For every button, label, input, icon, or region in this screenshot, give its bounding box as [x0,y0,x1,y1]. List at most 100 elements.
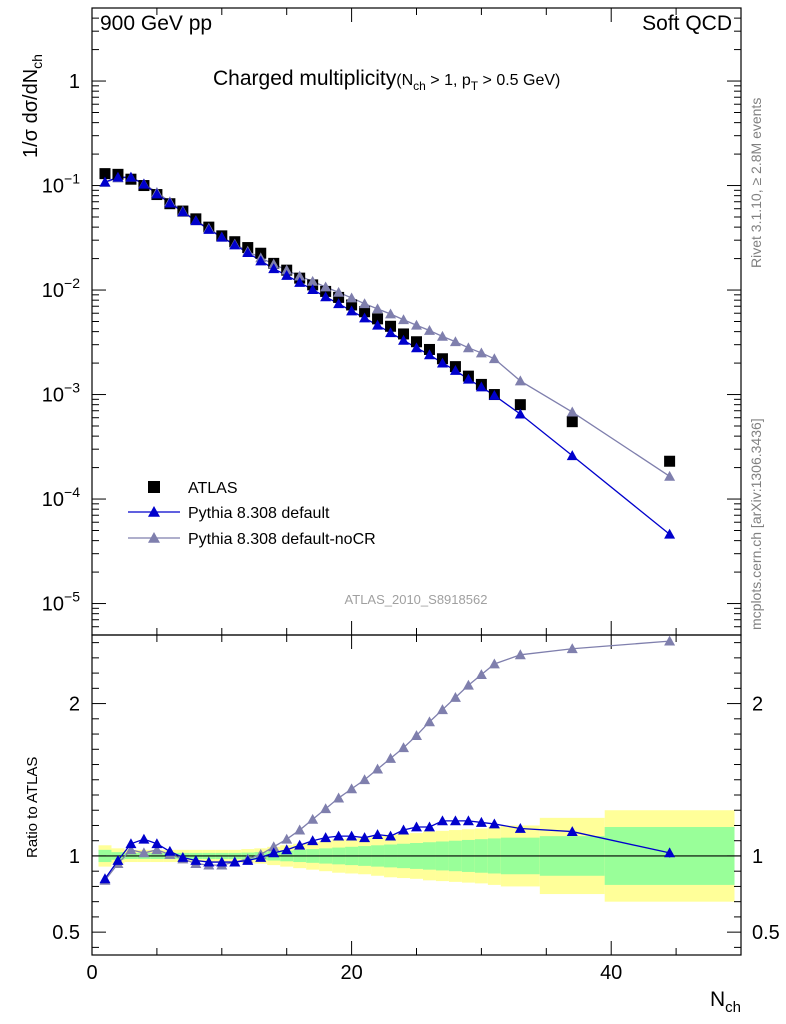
pythia-default-ratio-point [462,815,474,826]
pythia-nocr-ratio-point [281,833,293,844]
pythia-nocr-ratio-point [423,716,435,727]
pythia-default-point [359,312,371,323]
pythia-nocr-ratio-point [664,635,676,646]
y-tick-label-main-base: 1 [69,71,80,93]
y-tick-label-main: 10−3 [42,380,80,407]
pythia-nocr-ratio-point [462,679,474,690]
pythia-nocr-point [462,342,474,353]
y-tick-label-main-exp: −1 [64,171,80,187]
legend-label: ATLAS [188,480,238,497]
pythia-nocr-point [307,275,319,286]
pythia-default-point [99,176,111,187]
y-tick-label-main: 10−5 [42,589,80,616]
pythia-nocr-point [398,314,410,325]
pythia-nocr-point [320,281,332,292]
pythia-default-point [333,298,345,309]
pythia-default-ratio-point [359,832,371,843]
pythia-default-point [320,291,332,302]
atlas-data-point [398,328,410,340]
pythia-default-ratio-point [411,821,422,832]
pythia-default-point [138,178,150,189]
pythia-nocr-point [411,319,422,330]
pythia-nocr-point [333,286,345,297]
pythia-nocr-ratio-point [385,752,397,763]
rivet-version-label: Rivet 3.1.10, ≥ 2.8M events [748,98,764,268]
pythia-default-point [307,284,319,294]
mcplots-reference-label: mcplots.cern.ch [arXiv:1306.3436] [748,418,764,630]
pythia-nocr-point [372,303,384,314]
y-tick-label-ratio-right: 1 [752,846,763,868]
x-tick-label: 0 [86,962,97,984]
x-axis-label: Nch [710,988,741,1016]
series-line-ratio [104,640,670,881]
x-axis-label-main: N [710,988,725,1011]
pythia-nocr-ratio-point [294,824,306,835]
pythia-nocr-point [281,264,293,275]
series-line-main [104,176,671,535]
y-tick-label-main-exp: −4 [64,484,80,500]
atlas-data-point [333,291,345,303]
y-tick-label-ratio: 2 [69,694,80,716]
pythia-nocr-point [514,375,526,386]
pythia-default-ratio-point [320,832,332,843]
pythia-default-point [216,231,228,242]
pythia-default-ratio-point [99,873,111,884]
y-tick-label-ratio: 1 [69,846,80,868]
y-tick-label-main: 10−1 [42,171,80,198]
y-tick-label-main: 10−4 [42,484,80,511]
pythia-nocr-ratio-point [346,783,358,794]
pythia-default-point [411,342,422,353]
y-axis-label-main: 1/σ dσ/dNch [20,54,45,158]
pythia-default-ratio-point [423,821,435,832]
legend-label: Pythia 8.308 default [188,505,330,522]
pythia-default-point [112,171,124,182]
energy-label: 900 GeV pp [100,12,212,35]
pythia-default-ratio-point [203,856,215,867]
chart-title-suffix-lead: (N [396,72,413,89]
pythia-nocr-ratio-point [514,649,526,660]
pythia-default-ratio-point [177,851,189,862]
pythia-default-ratio-point [333,830,345,841]
pythia-nocr-ratio-point [359,774,371,785]
legend-marker-triangle [148,532,160,543]
pythia-default-point [398,334,410,345]
pythia-default-ratio-point [229,856,241,867]
pythia-default-point [475,381,487,392]
pythia-default-ratio-point [398,824,410,835]
pythia-default-point [436,357,448,368]
pythia-default-ratio-point [138,833,150,844]
pythia-default-ratio-point [164,845,176,856]
atlas-data-point [514,399,526,411]
pythia-nocr-point [359,298,371,309]
series-line-ratio [104,820,670,880]
pythia-default-point [294,277,306,287]
y-tick-label-main-base: 10 [42,385,64,407]
x-tick-label: 20 [340,962,362,984]
y-tick-label-main-base: 10 [42,280,64,302]
pythia-default-point [462,373,474,384]
pythia-nocr-ratio-point [475,669,487,680]
pythia-default-ratio-point [449,815,461,826]
pythia-default-point [281,269,293,280]
pythia-default-ratio-point [385,830,397,841]
y-tick-label-main-base: 10 [42,489,64,511]
atlas-data-point [346,299,358,311]
pythia-default-ratio-point [190,855,202,865]
pythia-nocr-ratio-point [411,730,422,740]
pythia-nocr-point [449,336,461,347]
series-line-main [104,176,670,477]
pythia-default-point [151,188,163,199]
y-axis-label-main-sub: ch [29,54,45,69]
pythia-nocr-ratio-point [138,847,150,858]
pythia-default-ratio-point [346,830,358,841]
chart-title-suffix-mid1: > 1, p [426,72,471,89]
pythia-default-ratio-point [514,823,526,833]
legend-marker-atlas [148,481,160,493]
y-tick-label-ratio-right: 0.5 [752,922,780,944]
y-tick-label-main-base: 10 [42,176,64,198]
axes-frames [91,7,742,956]
pythia-default-point [164,197,176,208]
y-tick-label-main-exp: −2 [64,275,80,291]
pythia-default-point [255,255,267,266]
